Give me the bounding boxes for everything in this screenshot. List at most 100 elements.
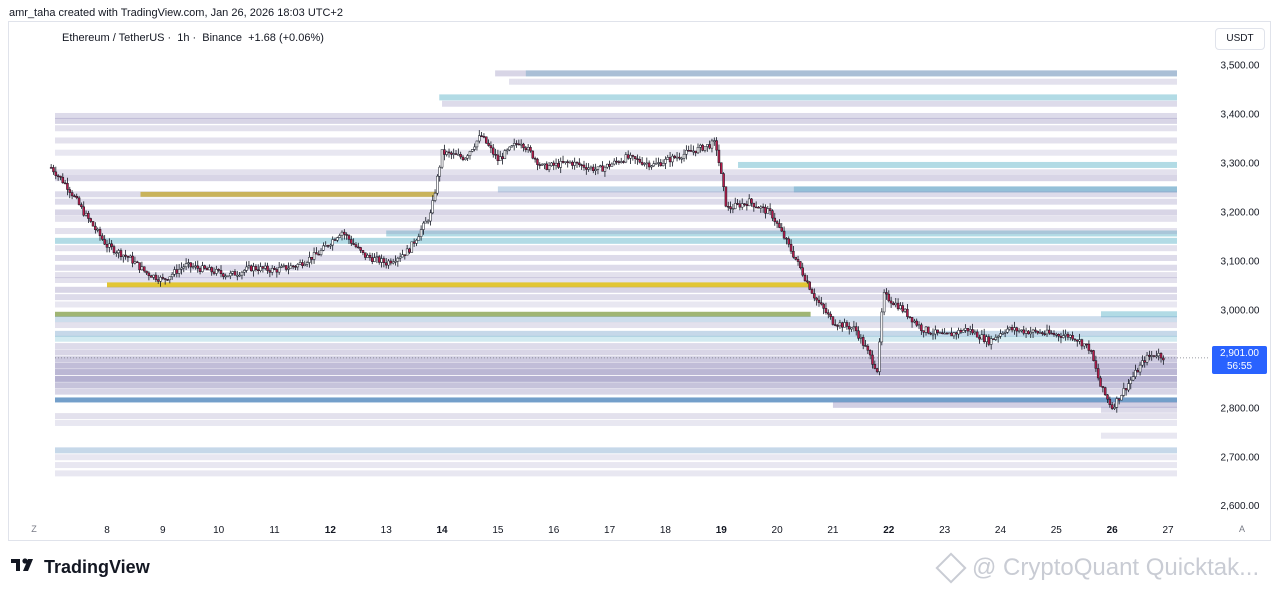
price-tick-label: 2,800.00	[1221, 403, 1260, 414]
watermark: @ CryptoQuant Quicktak...	[935, 552, 1259, 584]
candle-down	[866, 345, 870, 351]
candle-down	[552, 162, 555, 166]
liquidity-band	[55, 175, 1177, 182]
candle-down	[91, 221, 95, 227]
candle-down	[315, 252, 318, 255]
candle-down	[1073, 338, 1077, 341]
candle-down	[910, 317, 914, 323]
candle-down	[608, 163, 611, 167]
candle-up	[989, 338, 993, 345]
candle-up	[1129, 379, 1133, 384]
liquidity-band	[55, 447, 1177, 454]
candle-up	[543, 163, 546, 166]
candle-down	[764, 206, 767, 214]
liquidity-band	[439, 94, 1178, 101]
candle-down	[189, 262, 193, 268]
candle-down	[754, 206, 758, 209]
candle-down	[310, 257, 314, 260]
candle-up	[375, 256, 379, 258]
candle-down	[592, 166, 595, 171]
candle-up	[329, 244, 332, 247]
candle-down	[524, 147, 528, 151]
chart-frame[interactable]	[8, 21, 1271, 541]
candle-down	[971, 329, 974, 334]
candle-up	[510, 145, 514, 148]
candle-up	[759, 206, 763, 209]
candle-down	[110, 243, 113, 247]
candle-up	[464, 157, 467, 160]
candle-down	[412, 241, 416, 244]
candle-down	[261, 266, 265, 269]
candle-up	[394, 260, 397, 263]
candle-up	[1155, 355, 1158, 358]
candle-down	[585, 167, 588, 170]
symbol-legend[interactable]: Ethereum / TetherUS · 1h · Binance +1.68 (…	[62, 32, 324, 44]
candle-up	[994, 337, 998, 340]
candle-down	[626, 154, 630, 159]
candle-up	[747, 198, 751, 207]
candle-down	[892, 302, 895, 306]
candle-up	[1029, 331, 1032, 335]
candle-up	[229, 273, 232, 277]
candle-down	[491, 147, 495, 155]
auto-scale-button[interactable]: A	[1238, 524, 1245, 534]
currency-button[interactable]: USDT	[1215, 28, 1265, 50]
candle-up	[1122, 388, 1126, 396]
candle-up	[415, 239, 418, 244]
candle-up	[445, 151, 448, 155]
candle-up	[859, 337, 863, 339]
candle-down	[77, 197, 81, 205]
candle-up	[296, 264, 300, 268]
time-tick-label: 23	[939, 525, 951, 536]
liquidity-band	[509, 78, 1177, 85]
candle-down	[485, 136, 488, 144]
candle-up	[599, 165, 602, 168]
candle-down	[1059, 335, 1063, 338]
candle-down	[52, 167, 55, 173]
candle-down	[103, 239, 106, 245]
candle-up	[996, 336, 1000, 338]
liquidity-band	[55, 362, 1177, 369]
candle-up	[931, 333, 935, 336]
candle-up	[1038, 332, 1042, 334]
candle-down	[724, 186, 728, 207]
candle-up	[934, 329, 937, 335]
candle-up	[191, 266, 195, 268]
time-tick-label: 25	[1051, 525, 1063, 536]
candle-up	[1013, 327, 1016, 331]
liquidity-band	[832, 401, 1177, 408]
candle-up	[424, 220, 428, 224]
candle-up	[1134, 370, 1137, 377]
timezone-button[interactable]: Z	[31, 524, 37, 534]
candle-down	[1096, 368, 1100, 379]
candle-up	[671, 155, 674, 163]
candle-down	[1089, 350, 1093, 352]
candle-down	[885, 292, 888, 295]
candle-down	[799, 261, 802, 269]
candle-up	[396, 257, 400, 262]
candle-up	[713, 140, 716, 142]
liquidity-band	[55, 228, 1177, 235]
tradingview-logo[interactable]: TradingView	[11, 557, 150, 578]
candle-up	[366, 254, 369, 258]
candle-down	[1057, 334, 1060, 337]
candle-down	[138, 262, 141, 271]
candle-up	[410, 241, 414, 253]
candle-up	[661, 163, 665, 167]
candle-up	[471, 149, 474, 152]
candle-up	[985, 336, 988, 342]
time-tick-label: 24	[995, 525, 1007, 536]
time-tick-label: 18	[660, 525, 672, 536]
time-tick-label: 14	[436, 525, 448, 536]
candle-down	[743, 203, 746, 205]
liquidity-band	[55, 382, 1177, 389]
candle-up	[289, 265, 293, 269]
liquidity-bands	[55, 70, 1178, 477]
candle-down	[447, 151, 451, 154]
candle-up	[652, 163, 656, 167]
tv-mark-icon	[11, 558, 33, 571]
liquidity-band	[55, 301, 1177, 308]
time-tick-label: 12	[325, 525, 337, 536]
candle-down	[908, 316, 911, 318]
